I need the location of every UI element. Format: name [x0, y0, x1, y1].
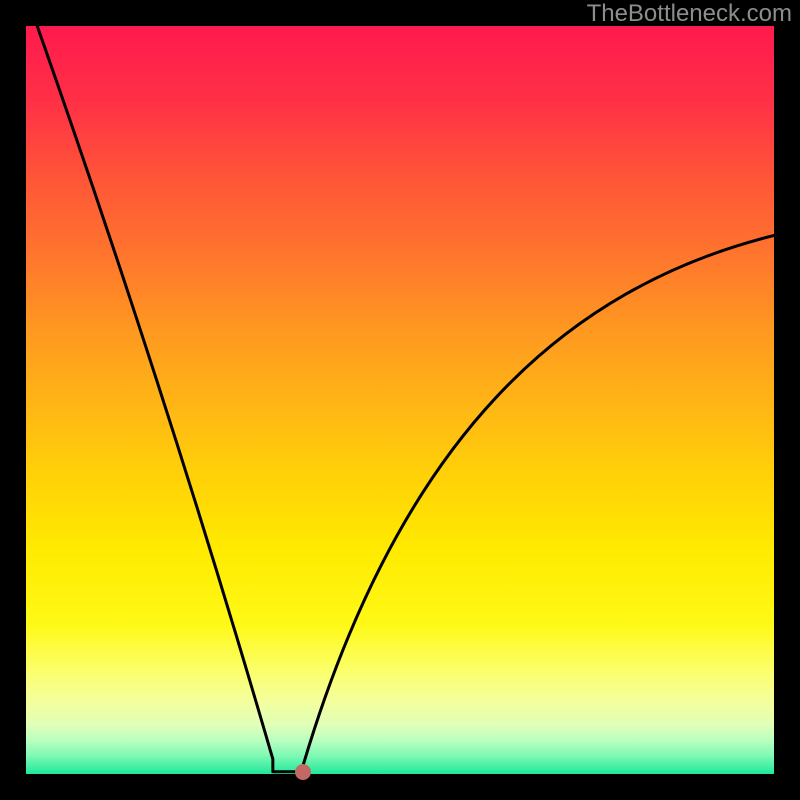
plot-area [26, 26, 774, 774]
optimum-marker [295, 764, 311, 780]
bottleneck-curve [26, 26, 774, 774]
watermark-text: TheBottleneck.com [587, 0, 792, 28]
chart-frame: TheBottleneck.com [0, 0, 800, 800]
